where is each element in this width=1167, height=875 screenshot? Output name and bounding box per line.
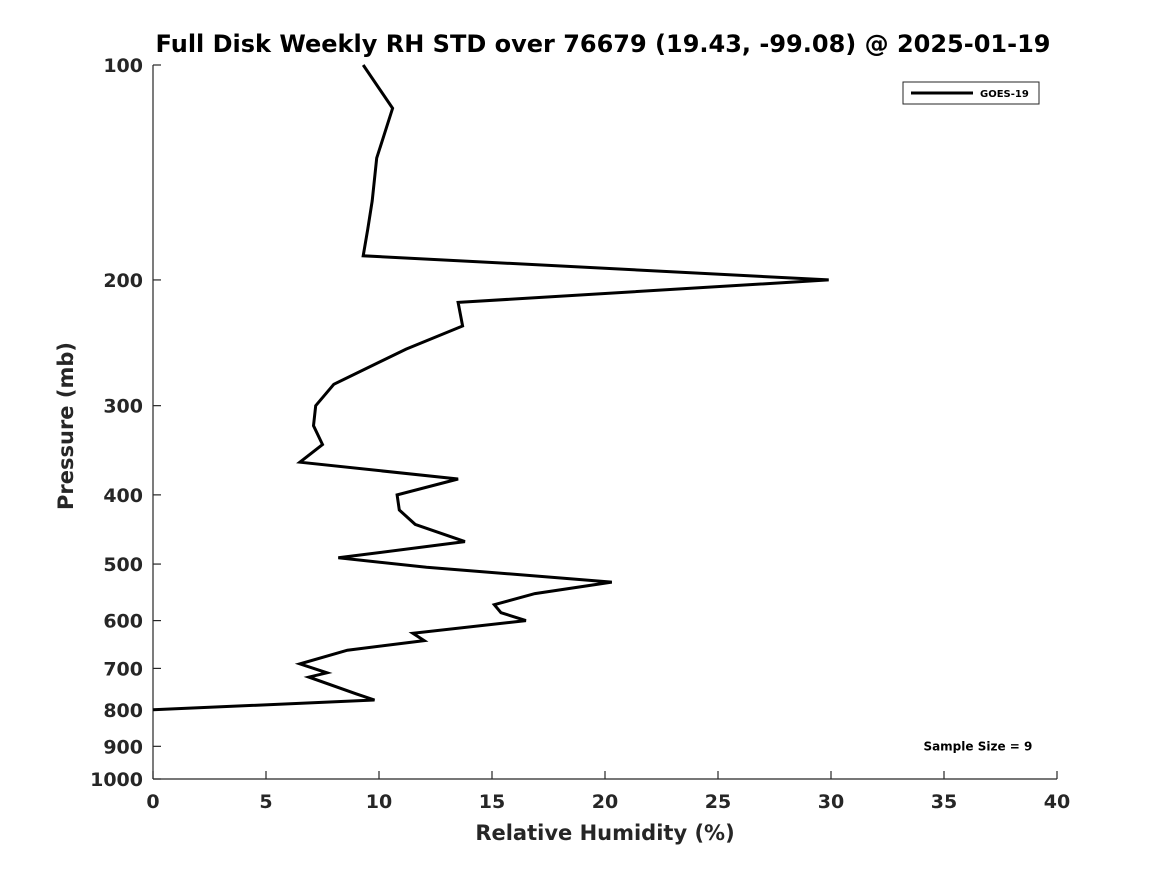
y-tick-label: 1000 xyxy=(90,769,143,791)
chart-title: Full Disk Weekly RH STD over 76679 (19.4… xyxy=(156,30,1051,58)
y-tick-label: 600 xyxy=(103,611,143,633)
y-tick-label: 900 xyxy=(103,736,143,758)
y-tick-label: 300 xyxy=(103,396,143,418)
x-tick-label: 15 xyxy=(479,791,505,813)
x-tick-label: 5 xyxy=(259,791,272,813)
y-tick-label: 700 xyxy=(103,658,143,680)
x-tick-label: 0 xyxy=(146,791,159,813)
x-tick-label: 25 xyxy=(705,791,731,813)
y-tick-label: 200 xyxy=(103,270,143,292)
x-axis-label: Relative Humidity (%) xyxy=(475,821,734,845)
x-tick-label: 20 xyxy=(592,791,618,813)
x-tick-label: 35 xyxy=(931,791,957,813)
legend-label: GOES-19 xyxy=(980,89,1029,100)
x-tick-label: 10 xyxy=(366,791,392,813)
x-tick-label: 40 xyxy=(1044,791,1070,813)
y-tick-label: 500 xyxy=(103,554,143,576)
y-tick-label: 800 xyxy=(103,700,143,722)
y-axis-label: Pressure (mb) xyxy=(54,342,78,510)
y-tick-label: 100 xyxy=(103,55,143,77)
series-line-goes-19 xyxy=(152,64,829,712)
sample-size-annotation: Sample Size = 9 xyxy=(923,739,1032,753)
y-tick-label: 400 xyxy=(103,485,143,507)
x-tick-label: 30 xyxy=(818,791,844,813)
